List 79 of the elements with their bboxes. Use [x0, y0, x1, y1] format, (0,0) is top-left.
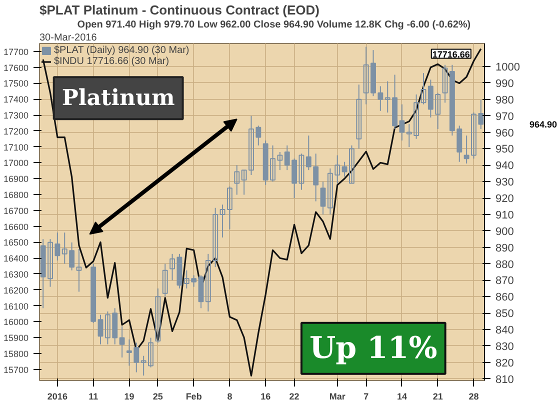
y2-tick-label: 16700	[3, 206, 29, 216]
data-label: 17716.66	[432, 49, 470, 60]
legend-label: $PLAT (Daily) 964.90 (30 Mar)	[54, 45, 190, 56]
y-tick-label: 920	[496, 193, 514, 206]
x-tick-label: Feb	[186, 392, 202, 402]
candlestick	[298, 153, 304, 190]
y-tick-label: 950	[496, 144, 514, 156]
y2-tick-label: 17500	[3, 78, 29, 89]
y2-tick-label: 17300	[3, 110, 29, 121]
y-tick-label: 840	[496, 324, 514, 337]
y2-tick-label: 15800	[3, 348, 29, 359]
y2-tick-label: 16900	[3, 174, 29, 184]
x-tick-label: 7	[364, 392, 369, 402]
x-tick-label: 25	[152, 392, 163, 402]
candlestick	[234, 164, 240, 196]
x-tick-label: 28	[468, 392, 479, 402]
y2-tick-label: 16200	[3, 285, 29, 296]
candlestick	[220, 204, 226, 238]
candlestick	[205, 253, 211, 312]
candlestick	[320, 181, 326, 215]
text: 964.90	[530, 120, 558, 130]
y2-tick-label: 16000	[3, 317, 29, 328]
x-tick-label: 8	[227, 392, 232, 402]
y2-tick-label: 15900	[3, 333, 29, 344]
x-tick-label: 21	[432, 392, 443, 402]
y-tick-label: 880	[496, 258, 514, 271]
annotation: Up 11%	[309, 330, 438, 366]
y-tick-label: 900	[496, 226, 514, 238]
candlestick	[442, 64, 448, 104]
text: Open 971.40 High 979.70 Low 962.00 Close 964.90 Volume 12.8K Chg -6.00 (-0.62%)	[77, 20, 471, 30]
y-tick-label: 990	[496, 78, 514, 90]
y2-tick-label: 16300	[3, 269, 29, 280]
y-tick-label: 980	[496, 94, 514, 106]
y2-tick-label: 16800	[3, 190, 29, 200]
candlestick	[98, 314, 104, 345]
candlestick	[356, 84, 362, 150]
y2-tick-label: 16600	[3, 222, 29, 232]
x-tick-label: 14	[396, 392, 407, 402]
y-tick-label: 850	[496, 308, 514, 320]
annotation: Platinum	[62, 85, 175, 112]
y2-tick-label: 16100	[3, 301, 29, 312]
x-tick-label: 2016	[47, 392, 68, 402]
candlestick	[162, 263, 168, 298]
y-tick-label: 860	[496, 292, 514, 304]
y-tick-label: 830	[496, 340, 514, 353]
y2-tick-label: 17000	[3, 158, 29, 168]
candlestick	[76, 248, 82, 292]
x-tick-label: Mar	[329, 392, 346, 402]
candlestick	[155, 288, 161, 344]
y2-tick-label: 17400	[3, 94, 29, 105]
series-label: $INDU 17716.66 (30 Mar)	[54, 56, 170, 67]
y-tick-label: 890	[496, 242, 514, 254]
candlestick	[119, 326, 125, 358]
y-tick-label: 970	[496, 110, 514, 123]
x-tick-label: 19	[124, 392, 134, 402]
y2-tick-label: 17200	[3, 126, 29, 136]
y-tick-label: 910	[496, 209, 514, 222]
candlestick	[420, 72, 426, 105]
y-tick-label: 870	[496, 275, 514, 288]
y-tick-label: 810	[496, 374, 514, 386]
chart-subtitle: 30-Mar-2016	[40, 32, 98, 44]
y2-tick-label: 15700	[3, 364, 29, 375]
y2-tick-label: 17600	[3, 62, 29, 73]
candlestick	[212, 207, 218, 268]
y-tick-label: 940	[496, 160, 514, 172]
y2-tick-label: 16500	[3, 238, 29, 248]
x-tick-label: 16	[260, 392, 271, 402]
y-tick-label: 930	[496, 176, 514, 189]
y-tick-label: 960	[496, 127, 514, 140]
candlestick	[378, 86, 384, 112]
y-tick-label: 1000	[496, 62, 520, 74]
x-tick-label: 11	[88, 392, 98, 402]
y-tick-label: 820	[496, 357, 514, 370]
x-tick-label: 22	[289, 392, 300, 402]
candlestick	[226, 186, 232, 230]
y2-tick-label: 17100	[3, 142, 29, 152]
chart-title: $PLAT Platinum - Continuous Contract (EOD)	[40, 2, 320, 18]
y2-tick-label: 16400	[3, 254, 29, 264]
y2-tick-label: 17700	[3, 46, 29, 57]
